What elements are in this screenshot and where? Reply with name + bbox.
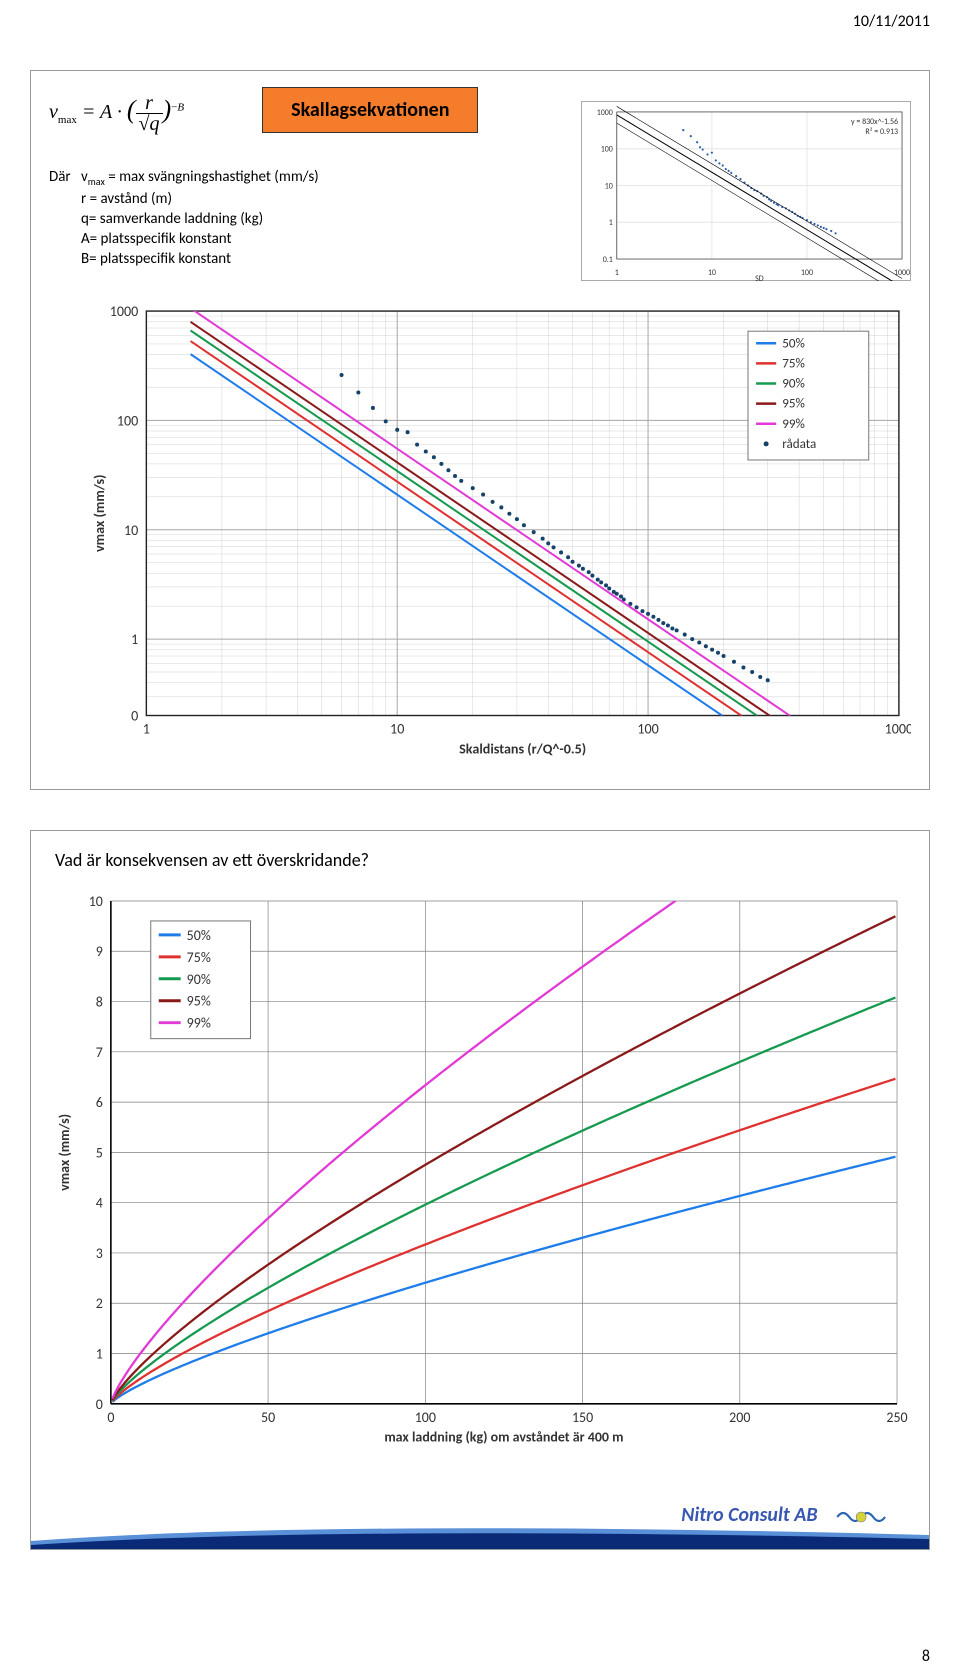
svg-text:Nitro Consult AB: Nitro Consult AB <box>681 1503 817 1527</box>
svg-text:1: 1 <box>609 218 613 228</box>
svg-text:100: 100 <box>117 412 138 429</box>
svg-text:SD: SD <box>755 274 764 281</box>
formula: vmax = A · (r√q)−B <box>49 83 184 134</box>
svg-text:1000: 1000 <box>110 303 139 320</box>
svg-text:100: 100 <box>601 145 613 155</box>
svg-text:2: 2 <box>96 1295 103 1312</box>
svg-text:vmax (mm/s): vmax (mm/s) <box>91 475 108 553</box>
question-text: Vad är konsekvensen av ett överskridande… <box>55 849 369 871</box>
slide-2: Vad är konsekvensen av ett överskridande… <box>30 830 930 1550</box>
svg-text:y = 830x^-1.56: y = 830x^-1.56 <box>851 117 898 127</box>
svg-text:3: 3 <box>96 1245 103 1262</box>
svg-text:10: 10 <box>89 893 103 910</box>
svg-text:1000: 1000 <box>894 268 910 278</box>
svg-text:0.1: 0.1 <box>603 255 613 265</box>
svg-text:1000: 1000 <box>885 721 911 738</box>
svg-text:90%: 90% <box>187 971 211 988</box>
mini-regression-chart: 11010010000.11101001000SDy = 830x^-1.56R… <box>581 101 911 281</box>
svg-text:1: 1 <box>615 268 619 278</box>
svg-text:8: 8 <box>96 994 103 1011</box>
svg-text:99%: 99% <box>782 416 805 432</box>
svg-text:R² = 0.913: R² = 0.913 <box>865 127 898 137</box>
svg-text:1: 1 <box>131 631 138 648</box>
svg-text:99%: 99% <box>187 1015 211 1032</box>
svg-text:4: 4 <box>96 1195 103 1212</box>
svg-text:5: 5 <box>96 1144 103 1161</box>
svg-text:7: 7 <box>96 1044 103 1061</box>
page-date: 10/11/2011 <box>853 12 930 31</box>
svg-text:0: 0 <box>96 1396 103 1413</box>
svg-text:1: 1 <box>143 721 150 738</box>
footer-swoosh: Nitro Consult AB <box>31 1499 929 1549</box>
svg-text:75%: 75% <box>187 949 211 966</box>
svg-text:95%: 95% <box>187 993 211 1010</box>
svg-text:1: 1 <box>96 1346 103 1363</box>
definitions-block: Därvmax = max svängningshastighet (mm/s)… <box>49 167 319 270</box>
svg-text:100: 100 <box>415 1409 436 1426</box>
svg-text:50%: 50% <box>187 927 211 944</box>
svg-text:10: 10 <box>124 522 138 539</box>
svg-text:9: 9 <box>96 943 103 960</box>
page-number: 8 <box>922 1647 930 1666</box>
main-chart-loglog: 110100100001101001000Skaldistans (r/Q^-0… <box>86 301 911 749</box>
svg-text:90%: 90% <box>782 376 805 392</box>
main-chart-linear: 0 50 100 150 200 250 0 1 2 3 4 5 6 7 8 9 10 max laddning … <box>51 891 909 1469</box>
svg-text:50: 50 <box>261 1409 275 1426</box>
svg-text:10: 10 <box>390 721 404 738</box>
svg-text:50%: 50% <box>782 335 805 351</box>
svg-text:10: 10 <box>605 181 613 191</box>
svg-text:75%: 75% <box>782 355 805 371</box>
svg-text:100: 100 <box>801 268 813 278</box>
svg-text:0: 0 <box>107 1409 114 1426</box>
svg-text:10: 10 <box>708 268 716 278</box>
svg-text:150: 150 <box>572 1409 593 1426</box>
svg-text:Skaldistans (r/Q^-0.5): Skaldistans (r/Q^-0.5) <box>459 741 586 758</box>
slide-1: vmax = A · (r√q)−B Skallagsekvationen Dä… <box>30 70 930 790</box>
svg-text:100: 100 <box>637 721 658 738</box>
svg-text:250: 250 <box>886 1409 907 1426</box>
svg-text:1000: 1000 <box>597 108 613 118</box>
svg-text:95%: 95% <box>782 396 805 412</box>
title-pill: Skallagsekvationen <box>262 87 478 133</box>
svg-text:0: 0 <box>131 708 138 725</box>
svg-text:rådata: rådata <box>782 436 816 452</box>
svg-text:200: 200 <box>729 1409 750 1426</box>
svg-text:max laddning (kg) om avståndet: max laddning (kg) om avståndet är 400 m <box>384 1429 623 1446</box>
svg-text:vmax (mm/s): vmax (mm/s) <box>56 1114 73 1191</box>
svg-text:6: 6 <box>96 1094 103 1111</box>
